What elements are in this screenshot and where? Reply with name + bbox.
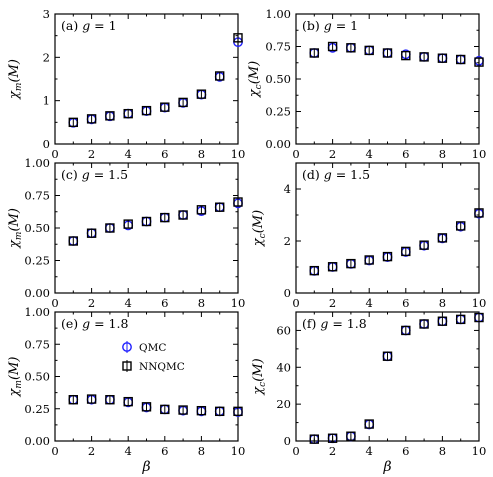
y-tick-label: 0.50: [24, 221, 50, 235]
y-axis-label: χm(M): [7, 59, 24, 100]
y-tick-label: 1.00: [265, 7, 291, 21]
x-tick-label: 2: [329, 147, 336, 161]
axes-frame: [54, 13, 239, 145]
axes-frame: [295, 13, 480, 145]
panel-d: 0 2 4 6 8 10 0 2 4 (d) g = 1.5 χc(M): [251, 162, 487, 310]
x-tick-label: 4: [366, 444, 373, 458]
x-tick-label: 10: [231, 296, 246, 310]
x-tick-label: 0: [292, 147, 299, 161]
y-tick-label: 0.25: [24, 254, 50, 268]
panel-a: 0 2 4 6 8 10 0 1 2 3 (a) g = 1 χm(M): [7, 7, 245, 161]
panel-b: 0 2 4 6 8 10 0.00 0.25 0.50 0.75 1.00 (b) g = 1 χc(M…: [247, 7, 486, 161]
y-tick-label: 1.00: [24, 156, 50, 170]
x-tick-label: 10: [231, 444, 246, 458]
panel-label: (f) g = 1.8: [302, 316, 367, 331]
axes-frame: [54, 162, 239, 294]
y-tick-label: 0: [43, 137, 50, 151]
y-tick-label: 0: [284, 434, 291, 448]
x-tick-label: 8: [198, 296, 205, 310]
y-tick-label: 4: [284, 182, 291, 196]
x-tick-label: 6: [402, 147, 409, 161]
y-tick-label: 0.50: [24, 370, 50, 384]
x-tick-label: 0: [51, 296, 58, 310]
x-tick-label: 2: [88, 296, 95, 310]
x-tick-label: 6: [161, 444, 168, 458]
x-tick-label: 4: [125, 444, 132, 458]
y-tick-label: 2: [43, 50, 50, 64]
y-tick-label: 0: [284, 286, 291, 300]
x-tick-label: 8: [439, 147, 446, 161]
y-tick-label: 1.00: [24, 305, 50, 319]
panel-c: 0 2 4 6 8 10 0.00 0.25 0.50 0.75 1.00 (c) g = 1.5 χm…: [7, 156, 245, 310]
y-axis-label: χc(M): [247, 61, 264, 98]
x-tick-label: 6: [161, 296, 168, 310]
axes-frame: [54, 311, 239, 442]
legend: QMC NNQMC: [122, 341, 185, 373]
x-tick-label: 10: [231, 147, 246, 161]
x-tick-label: 10: [472, 296, 487, 310]
x-tick-label: 0: [292, 444, 299, 458]
axes-frame: [295, 162, 480, 294]
x-axis-label: β: [382, 459, 391, 475]
x-tick-label: 8: [198, 444, 205, 458]
panel-label: (d) g = 1.5: [302, 167, 370, 182]
y-tick-label: 1: [43, 94, 50, 108]
panel-label: (a) g = 1: [61, 18, 117, 33]
y-axis-label: χc(M): [251, 210, 268, 247]
x-tick-label: 8: [439, 444, 446, 458]
y-tick-label: 20: [276, 397, 291, 411]
x-tick-label: 6: [161, 147, 168, 161]
y-tick-label: 0.25: [265, 105, 291, 119]
y-tick-label: 0.25: [24, 402, 50, 416]
x-tick-label: 0: [292, 296, 299, 310]
y-tick-label: 0.75: [265, 40, 291, 54]
x-tick-label: 2: [329, 444, 336, 458]
y-axis-label: χc(M): [251, 358, 268, 395]
y-tick-label: 3: [43, 7, 50, 21]
y-tick-label: 40: [276, 360, 291, 374]
legend-nnqmc-label: NNQMC: [139, 361, 185, 373]
x-tick-label: 10: [472, 444, 487, 458]
x-tick-label: 0: [51, 147, 58, 161]
panel-label: (b) g = 1: [302, 18, 358, 33]
x-tick-label: 6: [402, 296, 409, 310]
x-tick-label: 4: [366, 147, 373, 161]
y-tick-label: 0.75: [24, 337, 50, 351]
x-tick-label: 8: [439, 296, 446, 310]
y-tick-label: 2: [284, 234, 291, 248]
x-axis-label: β: [141, 459, 150, 475]
x-tick-label: 4: [125, 147, 132, 161]
y-tick-label: 0.00: [24, 434, 50, 448]
y-axis-label: χm(M): [7, 357, 24, 398]
y-tick-label: 60: [276, 323, 291, 337]
x-tick-label: 4: [366, 296, 373, 310]
x-tick-label: 2: [88, 147, 95, 161]
panel-label: (e) g = 1.8: [61, 316, 128, 331]
x-tick-label: 8: [198, 147, 205, 161]
y-tick-label: 0.00: [265, 137, 291, 151]
x-tick-label: 6: [402, 444, 409, 458]
axes-frame: [295, 311, 480, 442]
y-axis-label: χm(M): [7, 208, 24, 249]
panel-label: (c) g = 1.5: [61, 167, 128, 182]
legend-qmc-label: QMC: [139, 342, 166, 354]
x-tick-label: 2: [88, 444, 95, 458]
y-tick-label: 0.00: [24, 286, 50, 300]
y-tick-label: 0.75: [24, 189, 50, 203]
y-tick-label: 0.50: [265, 72, 291, 86]
x-tick-label: 10: [472, 147, 487, 161]
x-tick-label: 0: [51, 444, 58, 458]
panel-e: 0 2 4 6 8 10 0.00 0.25 0.50 0.75 1.00 (e) g = 1.8 χm…: [7, 305, 245, 458]
panel-f: 0 2 4 6 8 10 0 20 40 60 (f) g = 1.8 χc(M): [251, 311, 487, 458]
x-tick-label: 2: [329, 296, 336, 310]
x-tick-label: 4: [125, 296, 132, 310]
